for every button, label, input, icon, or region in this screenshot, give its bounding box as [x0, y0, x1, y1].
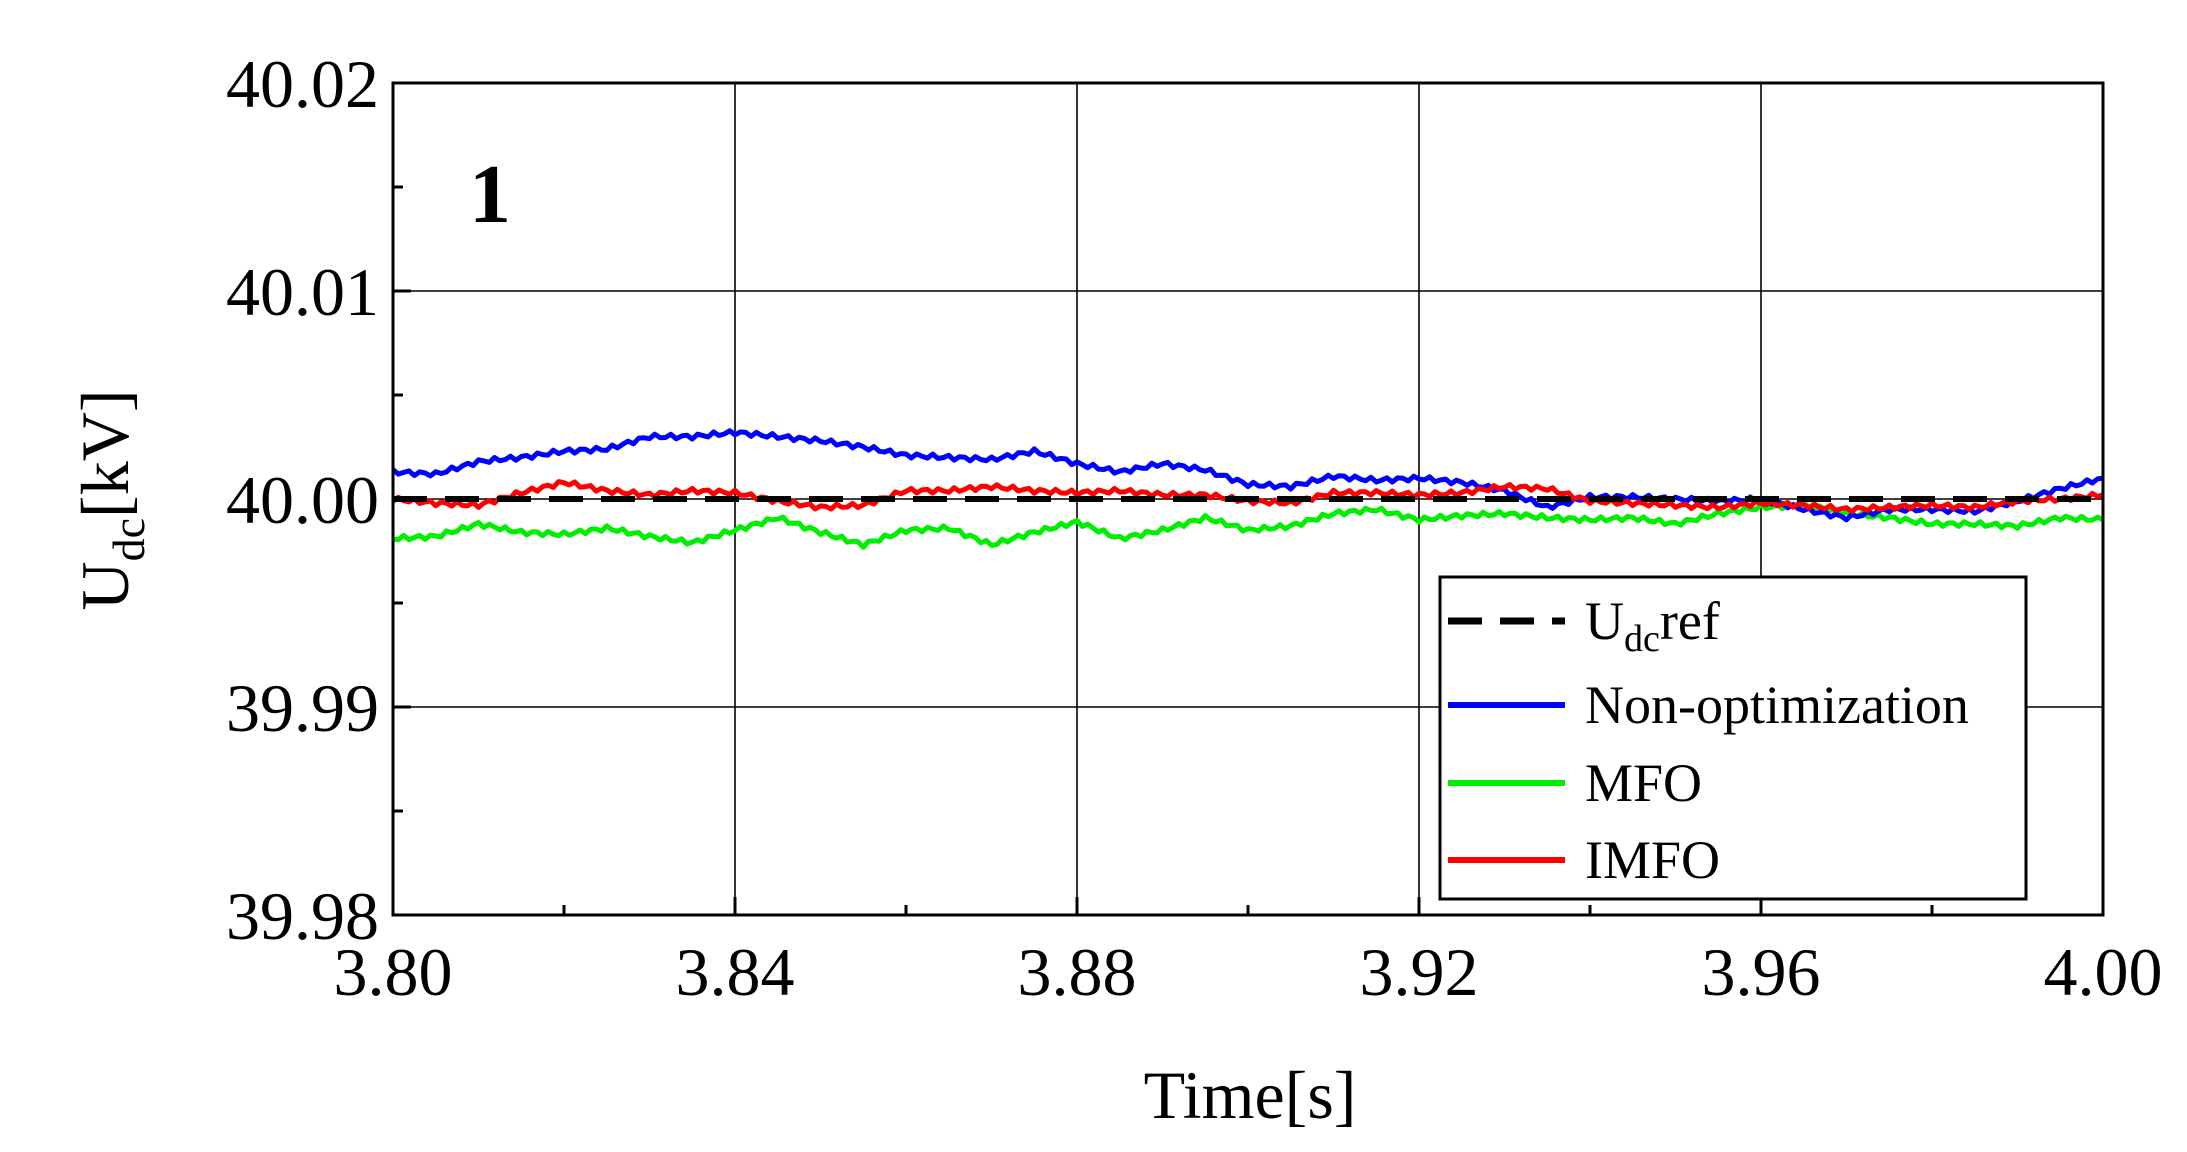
legend-label-u-dc-ref: Udcref [1585, 591, 1720, 660]
annotation-label: 1 [469, 148, 511, 241]
legend-items: Udcref Non-optimization MFO IMFO [1448, 591, 1969, 890]
y-tick-label: 39.99 [226, 670, 379, 746]
x-tick-label: 4.00 [2044, 934, 2163, 1010]
y-axis-title-main: U [67, 561, 143, 610]
series-lines [391, 428, 2105, 550]
series-line-non-optimization [391, 428, 2104, 523]
legend: Udcref Non-optimization MFO IMFO [1438, 575, 2028, 901]
x-tick-label: 3.84 [676, 934, 795, 1010]
y-tick-label: 40.00 [226, 462, 379, 538]
x-tick-label: 3.96 [1702, 934, 1821, 1010]
y-axis-title-unit: [kV] [67, 390, 143, 518]
y-tick-label: 40.02 [226, 46, 379, 122]
y-tick-label: 39.98 [226, 878, 379, 954]
legend-label-imfo: IMFO [1585, 830, 1720, 890]
y-axis-title-subscript: dc [103, 518, 154, 561]
axis-ticks: 3.80 3.84 3.88 3.92 3.96 4.00 39.98 39.99 40.00 4… [226, 46, 2163, 1010]
x-tick-label: 3.92 [1360, 934, 1479, 1010]
legend-label-non-optimization: Non-optimization [1585, 675, 1969, 735]
legend-box [1438, 575, 2028, 901]
x-axis-title: Time[s] [1144, 1057, 1357, 1133]
legend-label-mfo: MFO [1585, 753, 1702, 813]
y-tick-label: 40.01 [226, 254, 379, 330]
x-tick-label: 3.88 [1018, 934, 1137, 1010]
x-tick-label: 3.80 [334, 934, 453, 1010]
y-axis-title: Udc[kV] [67, 390, 154, 611]
